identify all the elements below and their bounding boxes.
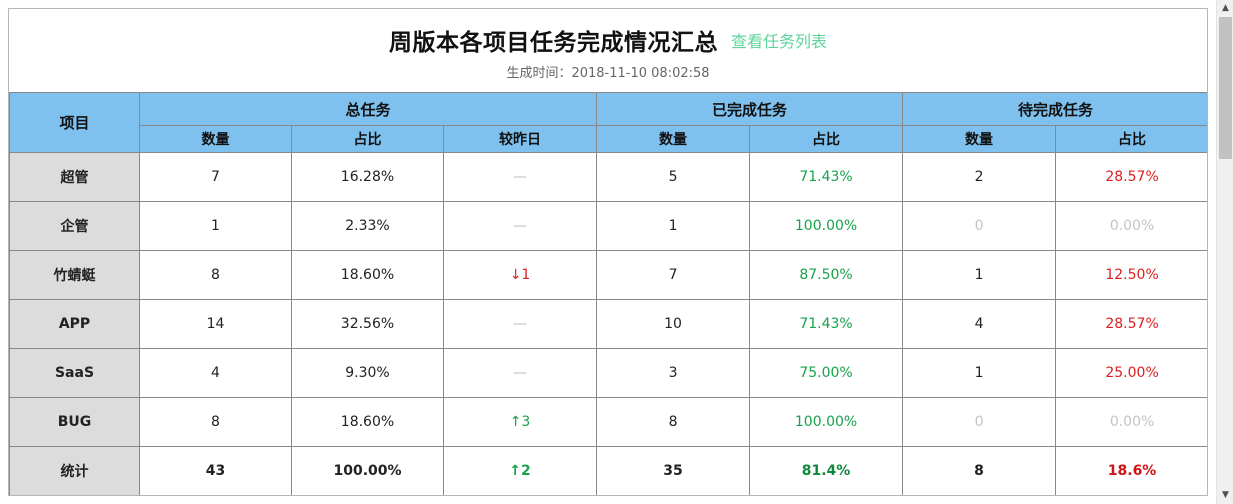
done-ratio-cell: 75.00% [749,348,904,398]
report-header: 周版本各项目任务完成情况汇总 查看任务列表 生成时间：2018-11-10 08… [9,9,1207,92]
done-ratio-cell: 100.00% [749,397,904,447]
total-ratio-cell: 18.60% [291,397,444,447]
done-count-cell: 10 [596,299,751,349]
total-ratio-cell: 32.56% [291,299,444,349]
done-ratio-cell: 71.43% [749,152,904,202]
generated-time-line: 生成时间：2018-11-10 08:02:58 [9,62,1207,81]
done-ratio-cell: 87.50% [749,250,904,300]
pending-count-cell: 2 [902,152,1057,202]
generated-time-value: 2018-11-10 08:02:58 [571,66,710,81]
done-count-cell: 3 [596,348,751,398]
vertical-scrollbar[interactable]: ▲ ▼ [1216,0,1233,504]
total-label-cell: 统计 [9,446,140,495]
total-ratio-cell: 18.60% [291,250,444,300]
pending-ratio-cell: 0.00% [1055,201,1207,251]
col-group-total: 总任务 [138,92,598,126]
change-cell: ↑2 [442,446,598,495]
total-ratio-cell: 9.30% [291,348,444,398]
pending-ratio-cell: 28.57% [1055,299,1207,349]
done-count-cell: 35 [596,446,751,495]
change-cell: ↓1 [442,250,598,300]
done-ratio-cell: 100.00% [749,201,904,251]
project-name-cell: APP [9,299,140,349]
change-cell: — [442,201,598,251]
project-name-cell: BUG [9,397,140,447]
summary-table: 项目 总任务 已完成任务 待完成任务 数量 占比 较昨日 数量 占比 数量 占比… [9,92,1207,495]
project-name-cell: 竹蜻蜓 [9,250,140,300]
scrollbar-thumb[interactable] [1219,17,1232,159]
pending-ratio-cell: 28.57% [1055,152,1207,202]
table-row: 竹蜻蜓 8 18.60% ↓1 7 87.50% 1 12.50% [9,250,1207,300]
done-ratio-cell: 81.4% [749,446,904,495]
project-name-cell: SaaS [9,348,140,398]
col-group-pending: 待完成任务 [902,92,1207,126]
pending-count-cell: 0 [902,397,1057,447]
col-done-ratio: 占比 [749,125,904,153]
pending-count-cell: 1 [902,348,1057,398]
col-total-count: 数量 [139,125,292,153]
total-ratio-cell: 2.33% [291,201,444,251]
pending-count-cell: 0 [902,201,1057,251]
total-count-cell: 1 [139,201,292,251]
col-done-count: 数量 [596,125,751,153]
table-row: APP 14 32.56% —10 71.43% 4 28.57% [9,299,1207,349]
project-name-cell: 超管 [9,152,140,202]
project-name-cell: 企管 [9,201,140,251]
pending-count-cell: 8 [902,446,1057,495]
done-count-cell: 8 [596,397,751,447]
table-row: 企管 1 2.33% —1 100.00% 0 0.00% [9,201,1207,251]
change-cell: — [442,299,598,349]
pending-count-cell: 1 [902,250,1057,300]
view-task-list-link[interactable]: 查看任务列表 [731,32,828,51]
col-pending-count: 数量 [902,125,1057,153]
table-header: 项目 总任务 已完成任务 待完成任务 数量 占比 较昨日 数量 占比 数量 占比 [9,92,1207,153]
change-cell: — [442,152,598,202]
done-ratio-cell: 71.43% [749,299,904,349]
total-count-cell: 8 [139,397,292,447]
report-title: 周版本各项目任务完成情况汇总 [388,30,718,56]
report-frame: 周版本各项目任务完成情况汇总 查看任务列表 生成时间：2018-11-10 08… [8,8,1208,496]
title-line: 周版本各项目任务完成情况汇总 查看任务列表 [9,23,1207,57]
done-count-cell: 5 [596,152,751,202]
total-count-cell: 8 [139,250,292,300]
scroll-up-arrow-icon[interactable]: ▲ [1222,3,1229,13]
done-count-cell: 7 [596,250,751,300]
scroll-down-arrow-icon[interactable]: ▼ [1222,490,1229,500]
table-row: SaaS 4 9.30% —3 75.00% 1 25.00% [9,348,1207,398]
col-project: 项目 [9,92,140,153]
pending-count-cell: 4 [902,299,1057,349]
done-count-cell: 1 [596,201,751,251]
table-row: 超管 7 16.28% —5 71.43% 2 28.57% [9,152,1207,202]
pending-ratio-cell: 18.6% [1055,446,1207,495]
generated-time-label: 生成时间： [506,66,572,81]
table-row: BUG 8 18.60% ↑3 8 100.00% 0 0.00% [9,397,1207,447]
change-cell: — [442,348,598,398]
total-ratio-cell: 100.00% [291,446,444,495]
total-row: 统计 43 100.00% ↑2 35 81.4% 8 18.6% [9,446,1207,495]
pending-ratio-cell: 12.50% [1055,250,1207,300]
pending-ratio-cell: 0.00% [1055,397,1207,447]
total-count-cell: 14 [139,299,292,349]
table-body: 超管 7 16.28% —5 71.43% 2 28.57% 企管 1 2.33% —1 100.00… [9,152,1207,495]
col-group-done: 已完成任务 [596,92,904,126]
col-total-change: 较昨日 [442,125,598,153]
total-count-cell: 43 [139,446,292,495]
total-ratio-cell: 16.28% [291,152,444,202]
col-pending-ratio: 占比 [1055,125,1207,153]
total-count-cell: 7 [139,152,292,202]
col-total-ratio: 占比 [291,125,444,153]
pending-ratio-cell: 25.00% [1055,348,1207,398]
change-cell: ↑3 [442,397,598,447]
total-count-cell: 4 [139,348,292,398]
